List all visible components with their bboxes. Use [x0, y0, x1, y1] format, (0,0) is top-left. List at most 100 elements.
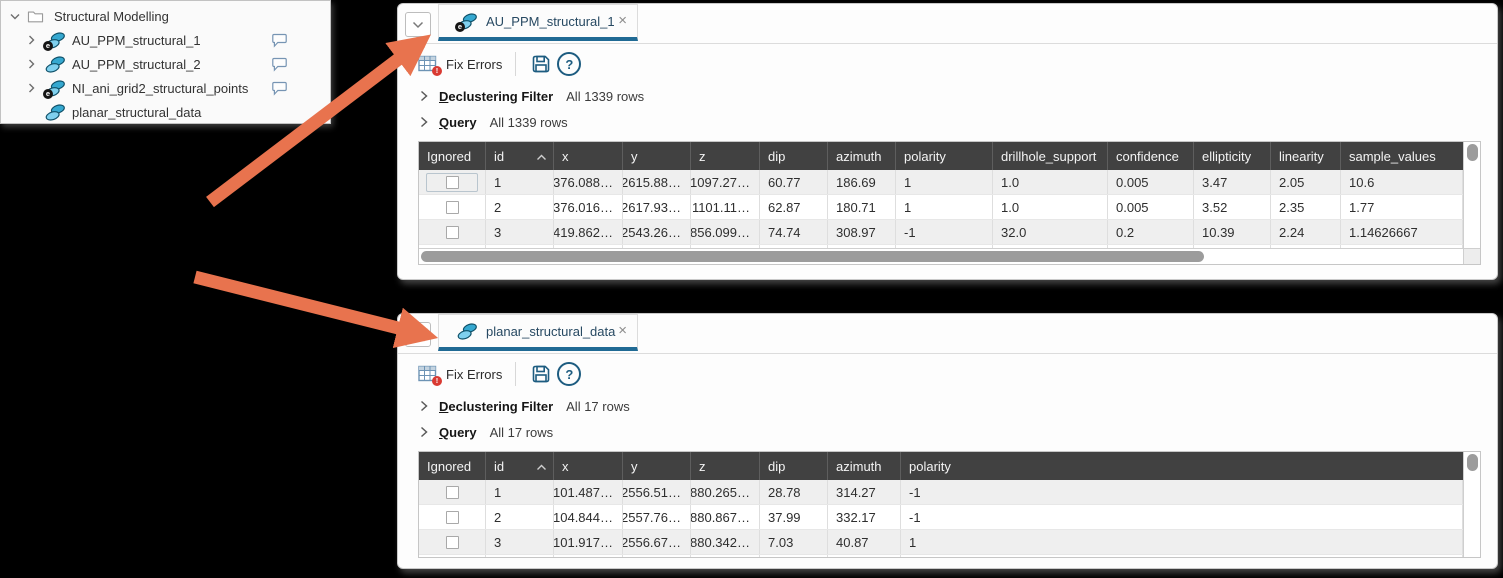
ignored-checkbox[interactable] [445, 200, 459, 214]
vertical-scrollbar[interactable] [1463, 142, 1480, 248]
sort-ascending-icon [536, 149, 547, 164]
error-badge: e [455, 21, 465, 32]
horizontal-scrollbar[interactable] [419, 248, 1463, 264]
ignored-checkbox[interactable] [445, 535, 459, 549]
column-header-azimuth[interactable]: azimuth [828, 452, 901, 480]
chevron-right-icon[interactable] [28, 83, 38, 93]
tree-item-label: AU_PPM_structural_2 [72, 56, 201, 72]
fix-errors-label: Fix Errors [446, 366, 503, 382]
chevron-right-icon[interactable] [420, 426, 428, 438]
column-header-z[interactable]: z [691, 452, 760, 480]
ignored-checkbox[interactable] [445, 175, 459, 189]
ignored-checkbox[interactable] [445, 225, 459, 239]
tab-au-ppm-structural-1[interactable]: e AU_PPM_structural_1 × [438, 4, 638, 41]
close-icon[interactable]: × [618, 322, 627, 339]
column-header-ignored[interactable]: Ignored [419, 142, 486, 170]
cell-id: 2 [486, 195, 554, 219]
fix-errors-button[interactable]: ! Fix Errors [418, 55, 502, 76]
column-header-ignored[interactable]: Ignored [419, 452, 486, 480]
tab-label: AU_PPM_structural_1 [486, 13, 615, 29]
chevron-right-icon[interactable] [420, 116, 428, 128]
comment-bubble-icon[interactable] [271, 57, 288, 72]
column-header-azimuth[interactable]: azimuth [828, 142, 896, 170]
comment-bubble-icon[interactable] [271, 81, 288, 96]
column-header-x[interactable]: x [554, 142, 623, 170]
cell-azimuth: 332.17 [828, 505, 901, 529]
structural-data-icon [457, 322, 478, 341]
cell-y: 2557.76… [623, 505, 691, 529]
project-tree-panel: Structural Modelling e AU_PPM_structural… [0, 0, 331, 124]
declustering-filter-section[interactable]: Declustering Filter All 1339 rows [420, 86, 644, 106]
column-header-id[interactable]: id [486, 142, 554, 170]
cell-z: 856.099… [691, 220, 760, 244]
tab-planar-structural-data[interactable]: planar_structural_data × [438, 314, 638, 351]
cell-polarity: 1 [896, 170, 993, 194]
data-table: Ignored id x y z dip azimuth polarity dr… [418, 141, 1481, 265]
column-header-confidence[interactable]: confidence [1108, 142, 1194, 170]
tab-list-dropdown-button[interactable] [405, 322, 431, 347]
close-icon[interactable]: × [618, 12, 627, 29]
tree-item-ni-ani-grid2-structural-points[interactable]: e NI_ani_grid2_structural_points [1, 76, 330, 100]
column-header-linearity[interactable]: linearity [1271, 142, 1341, 170]
cell-dip: 62.87 [760, 195, 828, 219]
cell-azimuth: 180.71 [828, 195, 896, 219]
table-row-partial [419, 555, 1463, 557]
tab-list-dropdown-button[interactable] [405, 12, 431, 37]
column-header-polarity[interactable]: polarity [909, 458, 951, 474]
toolbar-separator [515, 52, 517, 76]
table-header-row: Ignored id x y z dip azimuth polarity dr… [419, 142, 1463, 170]
column-header-polarity[interactable]: polarity [896, 142, 993, 170]
column-header-y[interactable]: y [623, 452, 691, 480]
declustering-filter-label: Declustering Filter [439, 398, 554, 414]
fix-errors-button[interactable]: ! Fix Errors [418, 365, 503, 386]
column-header-sample-values[interactable]: sample_values [1349, 148, 1436, 164]
cell-z: 1101.11… [691, 195, 760, 219]
comment-bubble-icon[interactable] [271, 33, 288, 48]
column-header-x[interactable]: x [554, 452, 623, 480]
column-header-z[interactable]: z [691, 142, 760, 170]
tree-item-au-ppm-structural-2[interactable]: AU_PPM_structural_2 [1, 52, 330, 76]
cell-drillhole-support: 1.0 [993, 195, 1108, 219]
chevron-down-icon [412, 21, 424, 28]
cell-dip: 60.77 [760, 170, 828, 194]
help-button[interactable]: ? [555, 360, 583, 388]
declustering-filter-section[interactable]: Declustering Filter All 17 rows [420, 396, 630, 416]
tree-root-structural-modelling[interactable]: Structural Modelling [1, 4, 330, 28]
column-header-ellipticity[interactable]: ellipticity [1194, 142, 1271, 170]
column-header-id[interactable]: id [486, 452, 554, 480]
help-button[interactable]: ? [555, 50, 583, 78]
tree-item-au-ppm-structural-1[interactable]: e AU_PPM_structural_1 [1, 28, 330, 52]
chevron-right-icon[interactable] [28, 35, 38, 45]
tab-bar [398, 316, 1497, 354]
tree-item-planar-structural-data[interactable]: planar_structural_data [1, 100, 330, 124]
table-row: 3 101.917… 2556.67… 880.342… 7.03 40.87 … [419, 530, 1463, 555]
save-button[interactable] [527, 360, 555, 388]
tree-item-label: planar_structural_data [72, 104, 202, 120]
cell-id: 1 [486, 170, 554, 194]
table-row: 2 376.016… 2617.93… 1101.11… 62.87 180.7… [419, 195, 1463, 220]
declustering-filter-label: Declustering Filter [439, 88, 554, 104]
column-header-dip[interactable]: dip [760, 142, 828, 170]
cell-azimuth: 308.97 [828, 220, 896, 244]
cell-polarity: 1 [896, 195, 993, 219]
column-header-y[interactable]: y [623, 142, 691, 170]
ignored-checkbox[interactable] [445, 485, 459, 499]
sort-ascending-icon [536, 459, 547, 474]
column-header-drillhole-support[interactable]: drillhole_support [993, 142, 1108, 170]
scrollbar-thumb[interactable] [421, 251, 1204, 262]
chevron-down-icon[interactable] [10, 13, 20, 20]
save-button[interactable] [527, 50, 555, 78]
cell-y: 2556.51… [623, 480, 691, 504]
cell-azimuth: 186.69 [828, 170, 896, 194]
ignored-checkbox[interactable] [445, 510, 459, 524]
scrollbar-thumb[interactable] [1466, 454, 1478, 471]
query-section[interactable]: Query All 17 rows [420, 422, 553, 442]
cell-polarity: 1 [901, 530, 1463, 554]
scrollbar-thumb[interactable] [1466, 144, 1478, 161]
chevron-right-icon[interactable] [420, 400, 428, 412]
vertical-scrollbar[interactable] [1463, 452, 1480, 557]
chevron-right-icon[interactable] [28, 59, 38, 69]
column-header-dip[interactable]: dip [760, 452, 828, 480]
query-section[interactable]: Query All 1339 rows [420, 112, 568, 132]
chevron-right-icon[interactable] [420, 90, 428, 102]
